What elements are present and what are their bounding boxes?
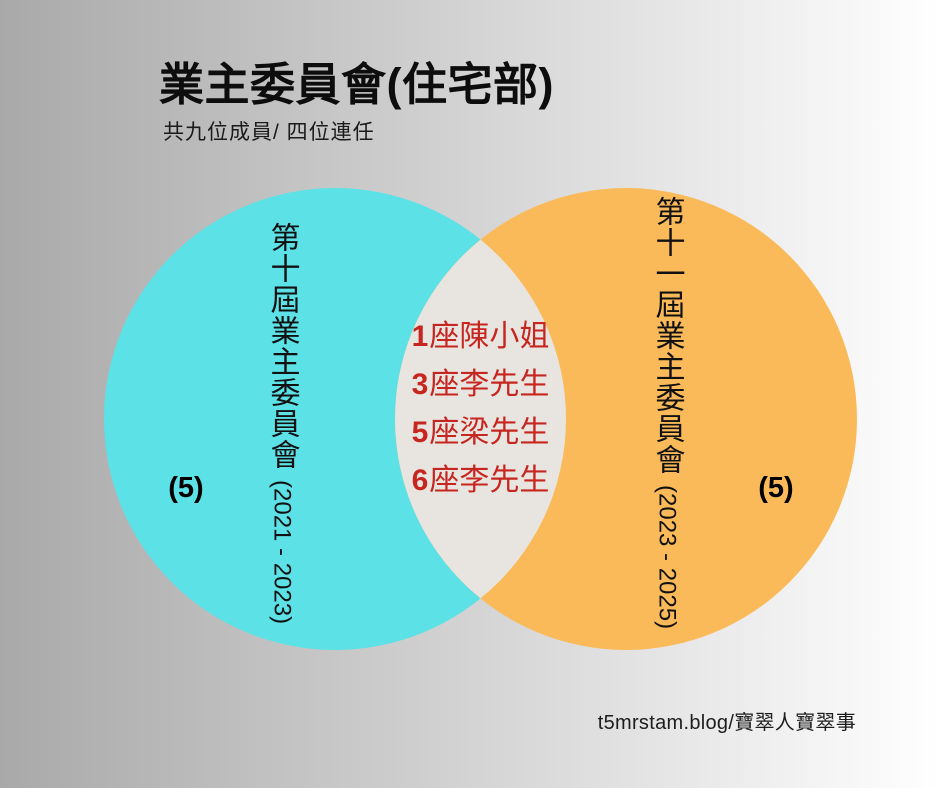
member-row: 1座陳小姐 xyxy=(412,322,550,352)
block-number: 5 xyxy=(411,416,429,449)
block-number: 1 xyxy=(411,320,429,353)
left-circle-count: (5) xyxy=(168,472,204,504)
member-name: 座李先生 xyxy=(429,464,550,497)
right-circle-count: (5) xyxy=(758,472,794,504)
block-number: 3 xyxy=(411,368,429,401)
left-circle-years: (2021 - 2023) xyxy=(268,480,296,625)
right-circle-years: (2023 - 2025) xyxy=(653,485,681,630)
watermark-text: t5mrstam.blog/寶翠人寶翠事 xyxy=(597,712,856,734)
left-circle-label-text: 第十屆業主委員會 xyxy=(265,222,299,470)
member-row: 3座李先生 xyxy=(412,370,550,400)
member-name: 座李先生 xyxy=(429,368,550,401)
page-subtitle: 共九位成員/ 四位連任 xyxy=(163,121,375,144)
left-circle-label: 第十屆業主委員會 (2021 - 2023) xyxy=(264,222,299,624)
member-row: 5座梁先生 xyxy=(412,418,550,448)
overlap-member-list: 1座陳小姐 3座李先生 5座梁先生 6座李先生 xyxy=(380,322,581,496)
member-name: 座陳小姐 xyxy=(429,320,550,353)
block-number: 6 xyxy=(411,464,429,497)
overlap-lens-shape xyxy=(395,239,566,599)
member-name: 座梁先生 xyxy=(429,416,550,449)
page-title: 業主委員會(住宅部) xyxy=(159,59,554,110)
member-row: 6座李先生 xyxy=(412,466,550,496)
right-circle-label: 第十一屆業主委員會 (2023 - 2025) xyxy=(649,196,684,629)
right-circle-label-text: 第十一屆業主委員會 xyxy=(650,196,684,475)
